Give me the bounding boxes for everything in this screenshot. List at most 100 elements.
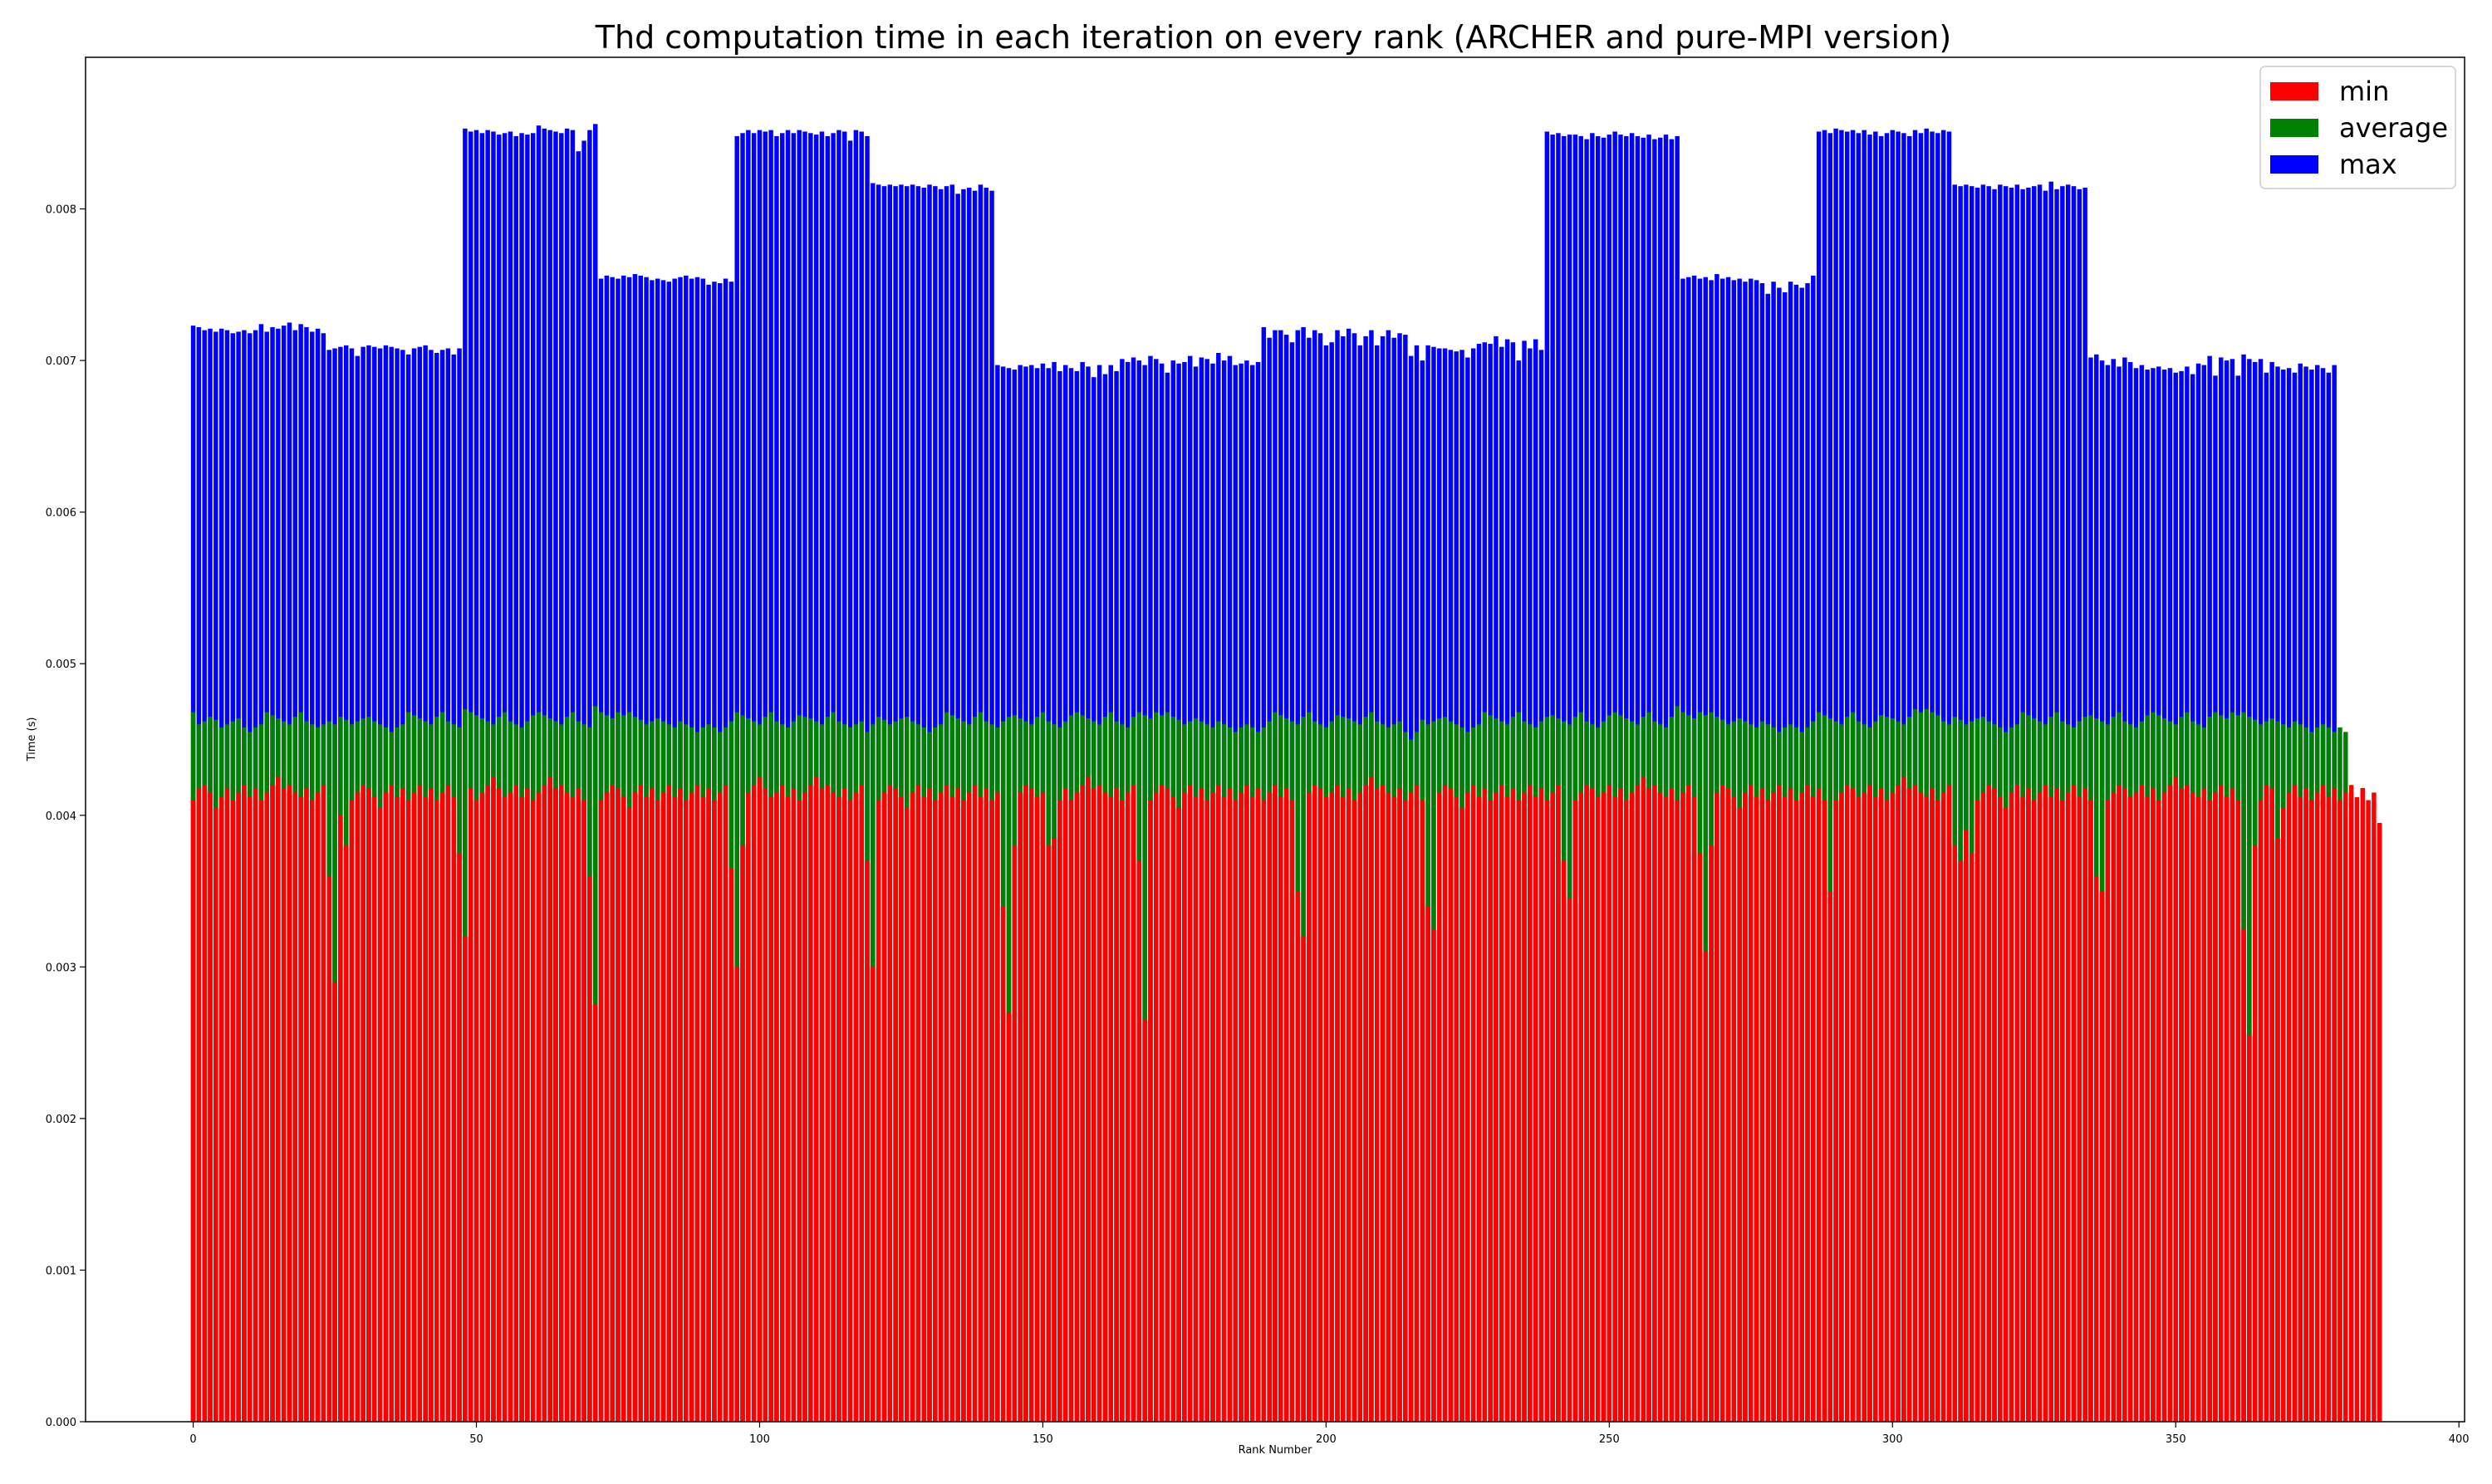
bar-min-49: [468, 787, 473, 1422]
bar-min-286: [1811, 796, 1816, 1422]
bar-min-295: [1862, 792, 1867, 1422]
bar-min-11: [253, 787, 258, 1422]
bar-min-284: [1799, 792, 1804, 1422]
bar-min-199: [1317, 787, 1323, 1422]
bar-min-139: [978, 796, 984, 1422]
bar-min-244: [1572, 800, 1578, 1422]
bar-min-79: [638, 785, 643, 1422]
bar-min-134: [949, 796, 955, 1422]
bar-min-357: [2213, 792, 2218, 1422]
bar-min-221: [1442, 785, 1448, 1422]
bar-min-186: [1244, 785, 1249, 1422]
bar-min-251: [1612, 796, 1617, 1422]
bar-min-302: [1901, 777, 1906, 1422]
bar-min-76: [621, 796, 626, 1422]
bar-min-110: [813, 777, 819, 1422]
bar-min-147: [1023, 785, 1028, 1422]
x-tick-label: 50: [469, 1433, 483, 1446]
bar-min-304: [1912, 785, 1918, 1422]
bar-min-211: [1386, 792, 1391, 1422]
bar-min-259: [1657, 792, 1663, 1422]
bar-min-56: [508, 792, 513, 1422]
bar-min-178: [1199, 787, 1204, 1422]
bar-min-203: [1341, 796, 1346, 1422]
bar-min-161: [1102, 792, 1108, 1422]
bar-min-290: [1833, 800, 1838, 1422]
bar-min-189: [1261, 800, 1267, 1422]
bar-min-210: [1380, 785, 1386, 1422]
bar-min-364: [2252, 845, 2258, 1422]
bar-layer: [190, 124, 2382, 1423]
bar-min-271: [1725, 787, 1731, 1422]
bar-min-152: [1052, 838, 1057, 1422]
bar-min-5: [218, 796, 224, 1422]
bar-min-165: [1125, 792, 1131, 1422]
bar-min-66: [564, 792, 570, 1422]
bar-min-141: [989, 800, 994, 1422]
bar-min-306: [1924, 796, 1929, 1422]
bar-min-257: [1646, 787, 1651, 1422]
bar-min-39: [411, 792, 417, 1422]
bar-min-324: [2026, 787, 2031, 1422]
bar-min-52: [485, 785, 490, 1422]
bar-min-368: [2275, 838, 2280, 1422]
bar-min-25: [332, 982, 337, 1422]
bar-min-47: [457, 853, 462, 1422]
bar-min-31: [366, 787, 371, 1422]
bar-min-67: [570, 796, 576, 1422]
bar-min-326: [2037, 792, 2043, 1422]
bar-min-98: [746, 792, 751, 1422]
bar-min-205: [1351, 800, 1357, 1422]
bar-min-107: [797, 800, 802, 1422]
bar-min-173: [1170, 796, 1175, 1422]
bar-min-380: [2343, 792, 2348, 1422]
bar-min-335: [2088, 800, 2093, 1422]
bar-min-239: [1544, 800, 1550, 1422]
bar-min-258: [1652, 785, 1657, 1422]
legend-label-max: max: [2339, 149, 2397, 180]
bar-min-267: [1703, 952, 1708, 1422]
bar-min-104: [780, 785, 785, 1422]
bar-min-360: [2230, 787, 2235, 1422]
bar-min-94: [723, 785, 728, 1422]
bar-min-146: [1018, 792, 1023, 1422]
bar-min-217: [1420, 800, 1425, 1422]
bar-min-142: [995, 792, 1000, 1422]
bar-min-226: [1470, 785, 1476, 1422]
bar-min-255: [1635, 785, 1641, 1422]
bar-min-237: [1533, 796, 1538, 1422]
bar-min-21: [310, 800, 315, 1422]
bar-min-377: [2326, 796, 2332, 1422]
bar-min-123: [887, 785, 893, 1422]
bar-min-224: [1459, 807, 1464, 1422]
bar-min-386: [2377, 822, 2382, 1422]
bar-min-381: [2348, 785, 2354, 1422]
x-axis-ticks: 0 50 100 150 200 250 300 350 400: [189, 1422, 2470, 1446]
bar-min-62: [542, 785, 547, 1422]
bar-min-256: [1641, 777, 1646, 1422]
bar-min-112: [825, 785, 831, 1422]
bar-min-328: [2048, 796, 2053, 1422]
bar-min-232: [1504, 796, 1510, 1422]
bar-min-69: [581, 800, 586, 1422]
legend: min average max: [2259, 66, 2456, 189]
bar-min-358: [2219, 785, 2224, 1422]
bar-min-299: [1884, 800, 1890, 1422]
bar-min-344: [2139, 785, 2145, 1422]
y-tick-label: 0.001: [46, 1265, 76, 1277]
bar-min-33: [377, 807, 383, 1422]
bar-min-70: [587, 875, 592, 1422]
bar-min-174: [1176, 807, 1181, 1422]
bar-min-14: [270, 785, 275, 1422]
y-axis-label: Time (s): [26, 718, 38, 762]
bar-min-96: [734, 967, 739, 1422]
bar-min-190: [1267, 792, 1272, 1422]
bar-min-321: [2009, 792, 2014, 1422]
bar-min-372: [2298, 796, 2303, 1422]
bar-min-333: [2077, 796, 2082, 1422]
bar-min-175: [1182, 792, 1187, 1422]
bar-min-48: [463, 936, 468, 1422]
bar-min-323: [2020, 796, 2025, 1422]
bar-min-252: [1618, 787, 1623, 1422]
bar-min-40: [417, 785, 423, 1422]
